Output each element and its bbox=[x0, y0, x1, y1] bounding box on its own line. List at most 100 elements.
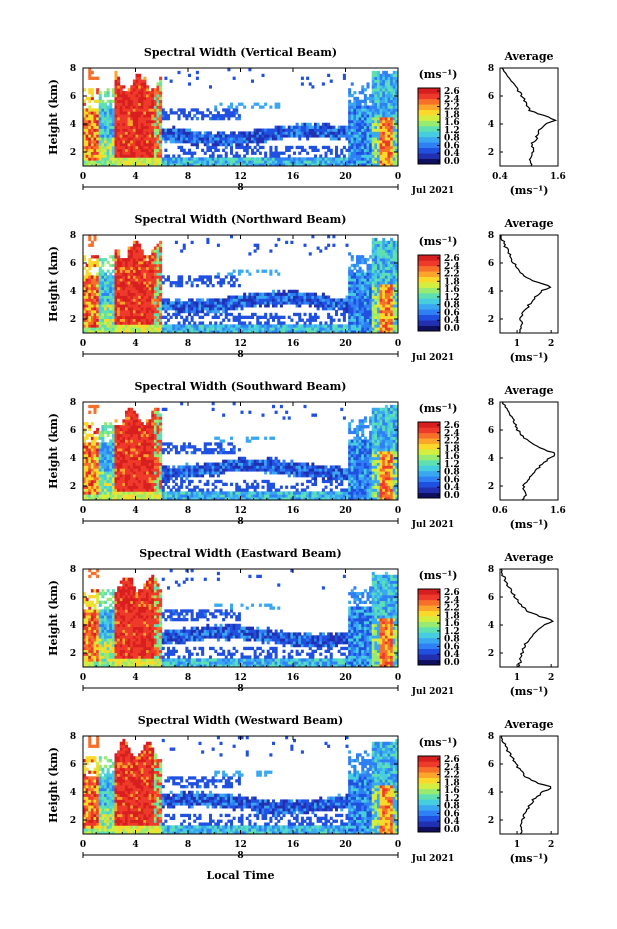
heatmap-cell bbox=[321, 82, 325, 86]
heatmap-cell bbox=[190, 157, 194, 161]
heatmap-cell bbox=[390, 275, 394, 279]
heatmap-cell bbox=[85, 128, 89, 132]
heatmap-cell bbox=[101, 275, 105, 279]
heatmap-cell bbox=[274, 105, 278, 109]
heatmap-cell bbox=[169, 301, 173, 305]
heatmap-cell bbox=[93, 456, 97, 461]
heatmap-cell bbox=[98, 114, 102, 118]
heatmap-cell bbox=[85, 278, 89, 282]
heatmap-cell bbox=[153, 128, 157, 132]
heatmap-cell bbox=[272, 163, 276, 167]
heatmap-cell bbox=[125, 462, 129, 466]
heatmap-cell bbox=[363, 131, 367, 135]
heatmap-cell bbox=[109, 134, 113, 138]
heatmap-cell bbox=[93, 451, 97, 455]
heatmap-cell bbox=[295, 122, 299, 127]
heatmap-cell bbox=[369, 304, 373, 308]
heatmap-cell bbox=[290, 289, 294, 294]
heatmap-cell bbox=[277, 128, 281, 132]
heatmap-cell bbox=[206, 163, 210, 167]
heatmap-cell bbox=[366, 307, 370, 311]
heatmap-cell bbox=[366, 272, 370, 276]
heatmap-cell bbox=[138, 93, 142, 98]
heatmap-cell bbox=[303, 301, 307, 305]
heatmap-cell bbox=[366, 108, 370, 112]
heatmap-cell bbox=[111, 433, 115, 437]
heatmap-cell bbox=[153, 91, 157, 95]
heatmap-cells bbox=[83, 68, 399, 167]
heatmap-cell bbox=[161, 128, 165, 132]
heatmap-cell bbox=[83, 439, 87, 443]
heatmap-cell bbox=[119, 298, 123, 302]
colorbar-segment bbox=[418, 158, 440, 165]
heatmap-cell bbox=[185, 163, 189, 167]
heatmap-cell bbox=[379, 151, 383, 155]
heatmap-cell bbox=[253, 160, 257, 164]
heatmap-cell bbox=[159, 284, 163, 288]
heatmap-cell bbox=[130, 307, 134, 311]
heatmap-cell bbox=[148, 284, 152, 288]
heatmap-cell bbox=[356, 111, 360, 115]
heatmap-cell bbox=[282, 330, 286, 334]
heatmap-cell bbox=[114, 327, 118, 331]
heatmap-cell bbox=[303, 312, 307, 317]
heatmap-cell bbox=[382, 327, 386, 331]
heatmap-cell bbox=[143, 266, 147, 270]
heatmap-cell bbox=[122, 315, 126, 319]
heatmap-cell bbox=[174, 327, 178, 331]
heatmap-cell bbox=[156, 304, 160, 308]
heatmap-cell bbox=[195, 330, 199, 334]
heatmap-cell bbox=[132, 157, 136, 161]
heatmap-cell bbox=[377, 85, 381, 89]
heatmap-cell bbox=[358, 301, 362, 305]
heatmap-cell bbox=[282, 315, 286, 319]
heatmap-cell bbox=[146, 289, 150, 294]
heatmap-cell bbox=[387, 281, 391, 285]
heatmap-cell bbox=[369, 275, 373, 279]
heatmap-cell bbox=[350, 255, 354, 259]
heatmap-cell bbox=[308, 321, 312, 325]
heatmap-cell bbox=[104, 122, 108, 127]
heatmap-cell bbox=[350, 315, 354, 319]
heatmap-cell bbox=[264, 134, 268, 138]
heatmap-cell bbox=[279, 131, 283, 135]
heatmap-cell bbox=[109, 292, 113, 296]
heatmap-cell bbox=[93, 284, 97, 288]
heatmap-cell bbox=[104, 324, 108, 328]
heatmap-cell bbox=[379, 160, 383, 164]
heatmap-cell bbox=[83, 125, 87, 129]
heatmap-cell bbox=[101, 99, 105, 103]
heatmap-cell bbox=[138, 275, 142, 279]
heatmap-cell bbox=[201, 309, 205, 314]
heatmap-cell bbox=[111, 448, 115, 452]
heatmap-cell bbox=[358, 157, 362, 161]
colorbar-segment bbox=[418, 153, 440, 159]
heatmap-cell bbox=[377, 249, 381, 253]
heatmap-cell bbox=[98, 289, 102, 294]
heatmap-cell bbox=[214, 327, 218, 331]
heatmap-cell bbox=[358, 163, 362, 167]
heatmap-cell bbox=[151, 309, 155, 314]
heatmap-cell bbox=[219, 321, 223, 325]
heatmap-cell bbox=[253, 295, 257, 299]
heatmap-cell bbox=[214, 312, 218, 317]
heatmap-cell bbox=[135, 154, 139, 158]
heatmap-cell bbox=[156, 88, 160, 92]
heatmap-cell bbox=[130, 148, 134, 152]
heatmap-cell bbox=[282, 295, 286, 299]
heatmap-cell bbox=[153, 105, 157, 109]
colorbar-tick-label: 0.0 bbox=[444, 157, 460, 167]
heatmap-cell bbox=[222, 307, 226, 311]
heatmap-cell bbox=[106, 318, 110, 322]
heatmap-cell bbox=[203, 114, 207, 118]
heatmap-cells bbox=[83, 235, 399, 334]
heatmap-cell bbox=[117, 99, 121, 103]
heatmap-cell bbox=[109, 160, 113, 164]
heatmap-cell bbox=[392, 125, 396, 129]
heatmap-cell bbox=[117, 433, 121, 437]
heatmap-cell bbox=[222, 327, 226, 331]
heatmap-cell bbox=[384, 301, 388, 305]
heatmap-cell bbox=[248, 324, 252, 328]
heatmap-cell bbox=[159, 111, 163, 115]
heatmap-cell bbox=[159, 99, 163, 103]
